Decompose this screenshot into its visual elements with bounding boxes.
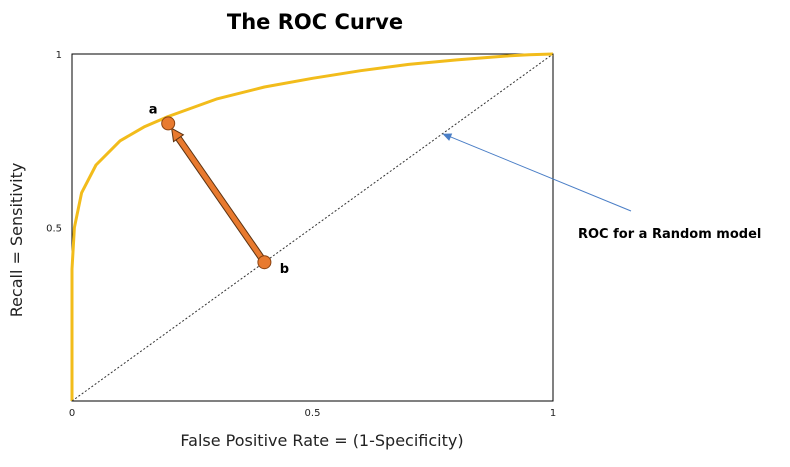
y-tick-label: 0.5 (46, 224, 62, 235)
random-model-annotation-text: ROC for a Random model (578, 227, 761, 242)
x-axis-label: False Positive Rate = (1-Specificity) (180, 431, 463, 450)
plot-area-frame (71, 53, 554, 402)
chart-title: The ROC Curve (227, 10, 403, 34)
annotation-arrow-head (442, 133, 453, 141)
point-a (161, 116, 176, 131)
random-model-diagonal-line (71, 53, 554, 402)
improvement-arrow-head (170, 127, 185, 143)
point-label-a: a (149, 102, 158, 117)
roc-curve-line (70, 52, 554, 401)
annotation-arrow-line (450, 136, 632, 212)
point-label-b: b (280, 262, 289, 277)
improvement-arrow-shaft (176, 136, 267, 264)
y-axis-label: Recall = Sensitivity (7, 163, 26, 318)
x-tick-label: 1 (550, 408, 556, 419)
x-tick-label: 0 (69, 408, 75, 419)
y-tick-label: 1 (56, 50, 62, 61)
x-tick-label: 0.5 (305, 408, 321, 419)
point-b (257, 255, 272, 270)
